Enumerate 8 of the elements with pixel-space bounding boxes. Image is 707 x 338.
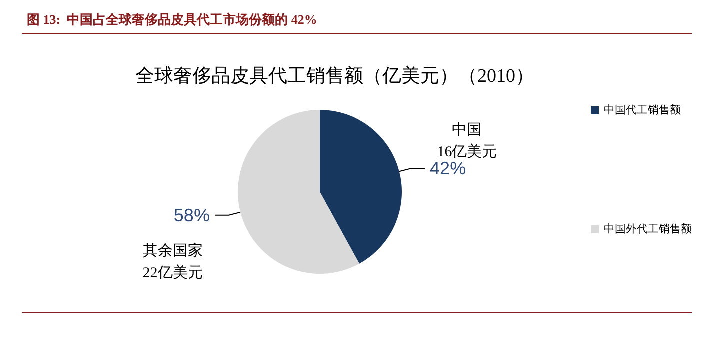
chart-subtitle: 全球奢侈品皮具代工销售额（亿美元）（2010）: [136, 65, 534, 87]
data-label: 42%: [430, 158, 466, 179]
chart-title: 图 13: 中国占全球奢侈品皮具代工市场份额的 42%: [27, 12, 318, 27]
data-label: 58%: [174, 205, 210, 226]
legend-label: 中国外代工销售额: [604, 222, 692, 236]
text: 中国 16亿美元: [437, 122, 498, 161]
legend-label: 中国代工销售额: [604, 104, 681, 116]
text: 其余国家 22亿美元: [142, 242, 203, 282]
